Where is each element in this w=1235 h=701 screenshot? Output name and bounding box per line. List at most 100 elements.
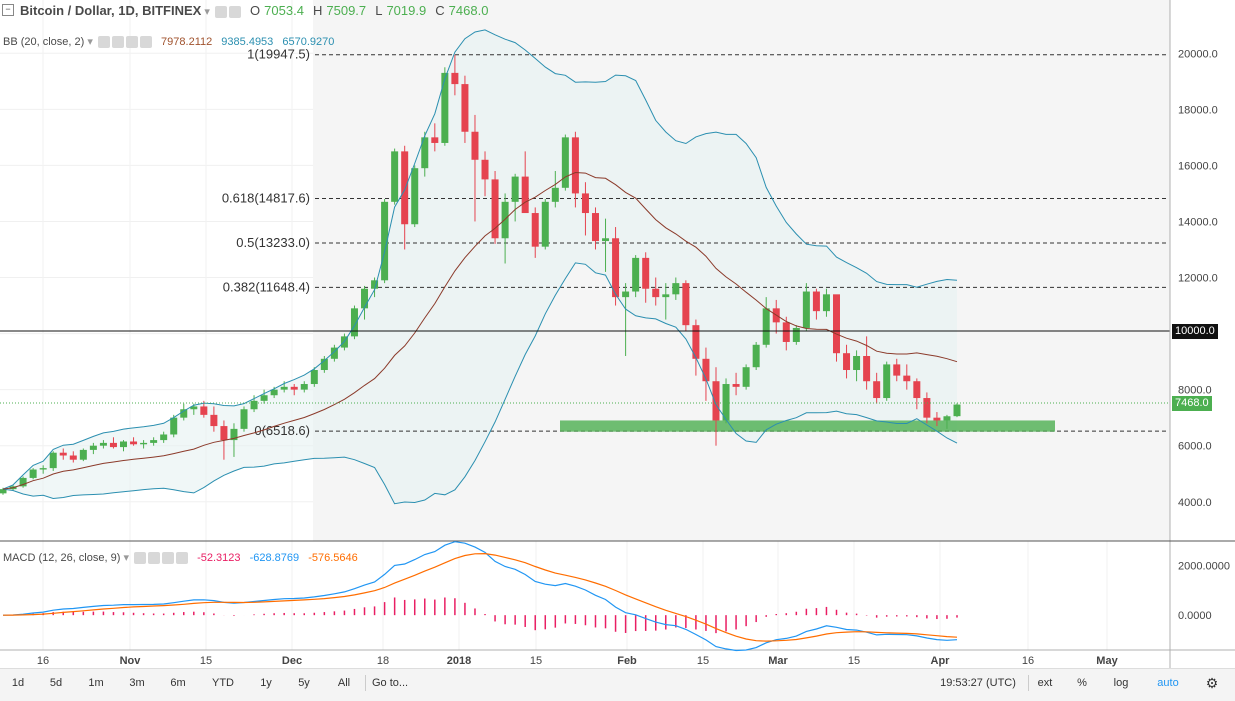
range-6m-button[interactable]: 6m xyxy=(170,677,186,689)
bb-add-icon[interactable] xyxy=(125,36,138,49)
bb-settings-icon[interactable] xyxy=(111,36,124,49)
macd-dropdown-icon[interactable]: ▾ xyxy=(123,552,129,564)
legend-dropdown-icon[interactable]: ▾ xyxy=(204,6,210,18)
gear-icon[interactable]: ⚙ xyxy=(1205,675,1219,691)
candle-body xyxy=(832,294,840,354)
auto-toggle[interactable]: auto xyxy=(1157,677,1179,689)
range-5d-button[interactable]: 5d xyxy=(49,677,63,689)
range-all-button[interactable]: All xyxy=(337,677,351,689)
candle-body xyxy=(923,398,931,418)
candle-body xyxy=(883,364,891,399)
candle-body xyxy=(150,440,158,443)
time-tick: 15 xyxy=(200,655,212,667)
macd-label[interactable]: MACD (12, 26, close, 9) xyxy=(3,552,121,564)
fib-label: 0.618(14817.6) xyxy=(222,191,310,206)
ext-toggle[interactable]: ext xyxy=(1037,677,1053,689)
bb-close-icon[interactable] xyxy=(139,36,152,49)
high-key: H xyxy=(312,3,323,18)
fib-label: 1(19947.5) xyxy=(247,47,310,62)
range-1y-button[interactable]: 1y xyxy=(260,677,272,689)
bb-dropdown-icon[interactable]: ▾ xyxy=(87,36,93,48)
bb-upper-line xyxy=(2,29,958,490)
support-zone[interactable] xyxy=(560,420,1055,432)
candle-body xyxy=(260,395,268,401)
candle-body xyxy=(501,201,509,239)
settings-icon[interactable] xyxy=(228,6,241,19)
candle-body xyxy=(652,288,660,298)
bb-legend: BB (20, close, 2) ▾ 7978.2112 9385.4953 … xyxy=(3,35,334,49)
toolbar-separator-2 xyxy=(1028,675,1029,691)
time-tick: 15 xyxy=(848,655,860,667)
candle-body xyxy=(320,358,328,371)
candle-body xyxy=(190,406,198,410)
goto-button[interactable]: Go to... xyxy=(372,677,409,689)
price-axis[interactable]: 20000.0 18000.0 16000.0 14000.0 12000.0 8000.… xyxy=(1178,48,1230,622)
bb-visibility-icon[interactable] xyxy=(97,36,110,49)
candle-body xyxy=(39,468,47,470)
bb-label[interactable]: BB (20, close, 2) xyxy=(3,36,85,48)
candle-body xyxy=(561,137,569,188)
macd-signal-value: -576.5646 xyxy=(308,552,358,564)
range-1d-button[interactable]: 1d xyxy=(11,677,25,689)
candle-body xyxy=(461,84,469,132)
range-3m-button[interactable]: 3m xyxy=(129,677,145,689)
candle-body xyxy=(802,291,810,328)
visibility-icon[interactable] xyxy=(214,6,227,19)
candle-body xyxy=(210,414,218,427)
candle-body xyxy=(782,322,790,342)
candle-body xyxy=(822,294,830,312)
time-tick: 16 xyxy=(37,655,49,667)
time-tick: Nov xyxy=(120,655,142,667)
macd-close-icon[interactable] xyxy=(176,552,189,565)
candle-body xyxy=(361,288,369,309)
candle-body xyxy=(853,355,861,371)
macd-settings-icon[interactable] xyxy=(148,552,161,565)
fib-label: 0.382(11648.4) xyxy=(223,279,310,294)
log-toggle[interactable]: log xyxy=(1113,677,1129,689)
macd-add-icon[interactable] xyxy=(162,552,175,565)
time-tick: 15 xyxy=(530,655,542,667)
candle-body xyxy=(310,370,318,385)
bb-lower-line xyxy=(2,262,958,505)
collapse-legend-icon[interactable]: − xyxy=(2,4,14,16)
candle-body xyxy=(29,469,37,478)
candle-body xyxy=(622,291,630,298)
bb-basis-value: 7978.2112 xyxy=(161,36,213,48)
symbol-title[interactable]: Bitcoin / Dollar, 1D, BITFINEX xyxy=(20,3,202,18)
candle-body xyxy=(792,327,800,342)
candle-body xyxy=(270,389,278,396)
fib-label: 0.5(13233.0) xyxy=(236,235,310,250)
range-ytd-button[interactable]: YTD xyxy=(212,677,234,689)
range-5y-button[interactable]: 5y xyxy=(298,677,310,689)
candle-body xyxy=(130,441,138,445)
time-tick: Mar xyxy=(768,655,788,667)
candle-body xyxy=(672,283,680,295)
utc-clock[interactable]: 19:53:27 (UTC) xyxy=(940,677,1016,689)
chart-canvas[interactable]: 1(19947.5) 0.618(14817.6) 0.5(13233.0) 0.38… xyxy=(0,0,1235,668)
price-tick: 12000.0 xyxy=(1178,273,1218,285)
candle-body xyxy=(391,151,399,202)
candle-body xyxy=(350,308,358,337)
candle-body xyxy=(180,409,188,418)
candle-body xyxy=(612,238,620,298)
candle-body xyxy=(371,280,379,289)
range-1m-button[interactable]: 1m xyxy=(88,677,104,689)
time-axis[interactable]: 16 Nov 15 Dec 18 2018 15 Feb 15 Mar 15 Apr 16 May xyxy=(37,655,1119,667)
time-tick: Dec xyxy=(282,655,302,667)
candle-body xyxy=(220,426,228,441)
price-tick: 14000.0 xyxy=(1178,216,1218,228)
candle-body xyxy=(873,381,881,399)
time-tick: 18 xyxy=(377,655,389,667)
price-tick: 16000.0 xyxy=(1178,160,1218,172)
level-10000-tag: 10000.0 xyxy=(1172,324,1218,339)
toolbar-separator xyxy=(365,675,366,691)
candle-body xyxy=(160,434,168,441)
percent-toggle[interactable]: % xyxy=(1077,677,1087,689)
candle-body xyxy=(541,201,549,247)
macd-visibility-icon[interactable] xyxy=(134,552,147,565)
fibonacci-levels[interactable]: 1(19947.5) 0.618(14817.6) 0.5(13233.0) 0.38… xyxy=(222,47,1168,438)
candle-body xyxy=(300,384,308,390)
candle-body xyxy=(742,367,750,387)
candle-body xyxy=(943,416,951,421)
candle-body xyxy=(330,347,338,359)
